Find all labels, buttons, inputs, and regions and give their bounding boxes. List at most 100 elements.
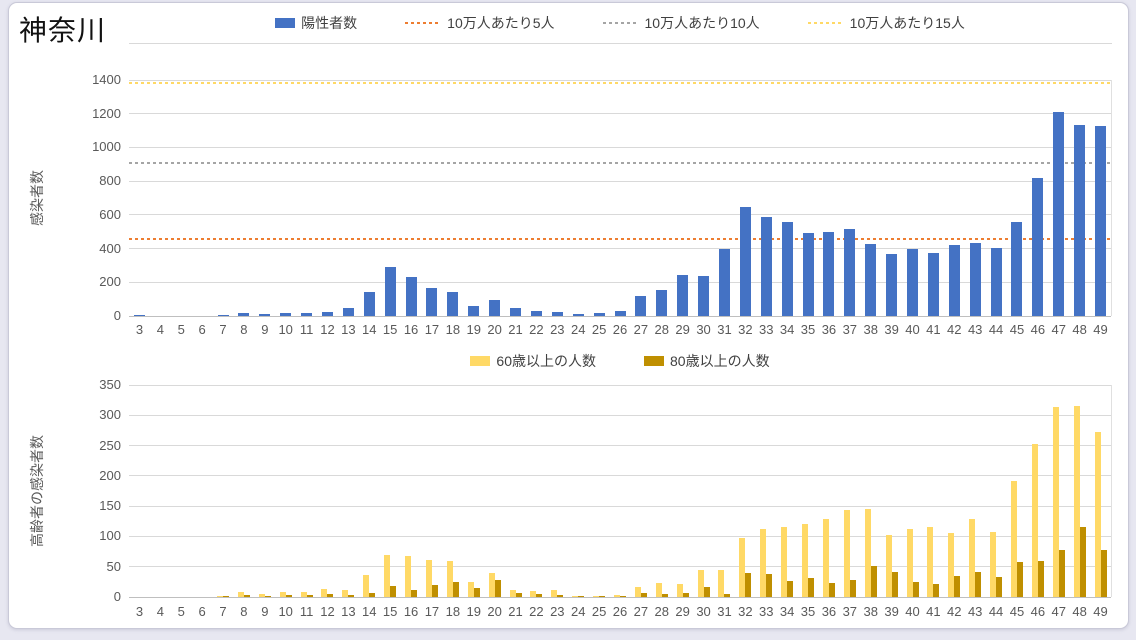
bar-series2-week-44 — [996, 577, 1003, 597]
bar-series1-week-7 — [217, 595, 224, 597]
x-tick-label: 36 — [821, 604, 837, 619]
bar-series2-week-35 — [808, 578, 815, 597]
bar-series2-week-12 — [327, 593, 334, 597]
x-tick-label: 26 — [612, 322, 628, 337]
x-tick-label: 39 — [884, 322, 899, 337]
x-tick-label: 44 — [988, 322, 1004, 337]
gridline — [129, 146, 1111, 148]
x-tick-label: 19 — [466, 322, 481, 337]
bar-series2-week-41 — [933, 584, 940, 597]
bar-series1-week-16 — [405, 277, 417, 316]
bar-series2-week-24 — [578, 596, 585, 597]
x-tick-label: 42 — [947, 322, 962, 337]
y-tick-label: 0 — [113, 308, 121, 323]
plot-right-edge — [1111, 385, 1112, 597]
x-tick-label: 40 — [905, 322, 920, 337]
bar-series1-week-18 — [446, 560, 453, 597]
x-tick-label: 47 — [1051, 322, 1066, 337]
bar-series2-week-15 — [390, 586, 397, 597]
x-tick-label: 5 — [177, 604, 185, 619]
bar-series1-week-26 — [614, 310, 626, 316]
bar-series1-week-28 — [655, 583, 662, 597]
bar-series1-week-36 — [823, 231, 835, 316]
bar-series1-week-22 — [530, 310, 542, 316]
bar-series1-week-7 — [217, 315, 229, 316]
x-tick-label: 31 — [717, 322, 732, 337]
x-tick-label: 45 — [1009, 604, 1025, 619]
bar-series1-week-48 — [1074, 124, 1086, 316]
bar-series1-week-9 — [258, 593, 265, 597]
bar-series1-week-29 — [677, 274, 689, 316]
x-tick-label: 40 — [905, 604, 920, 619]
x-tick-label: 25 — [591, 322, 607, 337]
x-axis-line — [129, 315, 1111, 317]
x-tick-label: 29 — [675, 604, 690, 619]
bar-series1-week-22 — [530, 590, 537, 597]
bar-series2-week-22 — [536, 593, 543, 597]
bar-series1-week-19 — [468, 305, 480, 316]
y-axis-title: 高齢者の感染者数 — [29, 435, 45, 547]
x-tick-label: 24 — [570, 604, 586, 619]
bar-series2-week-46 — [1037, 560, 1044, 597]
bar-series1-week-9 — [259, 314, 271, 316]
x-tick-label: 11 — [299, 604, 314, 619]
bar-series2-week-19 — [473, 587, 480, 597]
bar-series1-week-49 — [1095, 125, 1107, 316]
x-tick-label: 3 — [135, 604, 144, 619]
x-tick-label: 7 — [219, 322, 227, 337]
bar-series1-week-10 — [279, 592, 286, 597]
legend-dashed-line-icon — [405, 22, 442, 24]
x-tick-label: 35 — [800, 604, 816, 619]
y-tick-label: 250 — [99, 437, 121, 453]
bar-series2-week-9 — [264, 595, 271, 597]
bar-series2-week-25 — [599, 596, 606, 597]
gridline — [129, 248, 1111, 250]
bar-series1-week-30 — [697, 570, 704, 597]
bar-series2-week-29 — [682, 592, 689, 597]
y-tick-label: 600 — [99, 206, 121, 222]
bar-series1-week-40 — [907, 249, 918, 316]
legend-dashed-line-icon — [602, 22, 639, 24]
bar-series1-week-8 — [238, 313, 250, 316]
x-tick-label: 16 — [403, 604, 419, 619]
bar-series1-week-26 — [614, 595, 620, 597]
bar-series1-week-21 — [510, 307, 522, 316]
gridline — [129, 113, 1111, 115]
x-tick-label: 13 — [341, 604, 356, 619]
bar-series1-week-43 — [969, 242, 981, 316]
bar-series1-week-43 — [969, 519, 976, 597]
x-tick-label: 31 — [717, 604, 732, 619]
bar-series1-week-13 — [342, 307, 354, 316]
legend-item-threshold3: 10万人あたり15人 — [807, 13, 965, 33]
x-tick-label: 38 — [863, 322, 878, 337]
bar-series1-week-33 — [760, 216, 772, 316]
legend-dashed-line-icon — [807, 22, 844, 24]
legend-swatch-icon — [470, 356, 491, 366]
x-tick-label: 17 — [424, 604, 440, 619]
legend-label: 10万人あたり5人 — [447, 15, 555, 31]
x-axis-line — [129, 596, 1111, 598]
top-chart-legend: 陽性者数 10万人あたり5人 10万人あたり10人 10万人あたり15人 — [129, 11, 1111, 35]
gridline — [129, 535, 1111, 537]
bar-series1-week-48 — [1073, 405, 1080, 597]
y-tick-label: 1000 — [92, 139, 121, 155]
x-tick-label: 6 — [198, 604, 206, 619]
bar-series1-week-11 — [300, 592, 307, 597]
threshold-line-455 — [129, 238, 1111, 241]
bar-series1-week-44 — [990, 532, 997, 597]
x-tick-label: 41 — [926, 322, 941, 337]
bar-series1-week-23 — [551, 311, 563, 316]
x-tick-label: 16 — [403, 322, 419, 337]
bar-series2-week-10 — [285, 595, 292, 597]
x-tick-label: 33 — [759, 322, 774, 337]
legend-item-series1: 陽性者数 — [275, 13, 357, 33]
x-tick-label: 42 — [947, 604, 962, 619]
bar-series1-week-32 — [739, 207, 751, 316]
legend-item-threshold2: 10万人あたり10人 — [602, 13, 760, 33]
bar-series2-week-23 — [557, 594, 564, 597]
gridline — [129, 79, 1111, 81]
legend-item-threshold1: 10万人あたり5人 — [405, 13, 555, 33]
x-tick-label: 18 — [445, 604, 461, 619]
x-tick-label: 32 — [738, 322, 753, 337]
y-tick-label: 200 — [99, 467, 121, 483]
